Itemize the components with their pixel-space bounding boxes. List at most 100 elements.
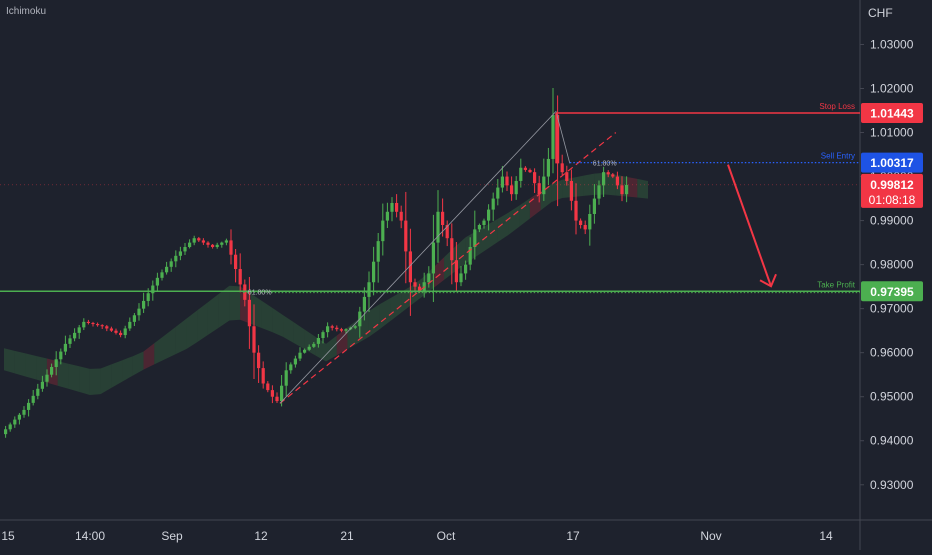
candle-body [247, 299, 251, 327]
sell-entry-label: Sell Entry [821, 152, 855, 161]
fib-anchor-line[interactable] [555, 111, 571, 164]
stop-loss-price-tag-bg [861, 103, 923, 124]
candle-body [321, 332, 325, 339]
candle-body [142, 300, 146, 309]
candle-body [505, 176, 509, 186]
candle-body [211, 244, 215, 248]
cloud-segment [132, 351, 144, 376]
take-profit-price-tag-bg [861, 281, 923, 302]
candle-body [372, 261, 376, 283]
cloud-segment [4, 348, 15, 374]
cloud-segment [68, 363, 80, 392]
cloud-segment [36, 355, 47, 383]
cloud-segment [218, 285, 230, 328]
candle-body [606, 172, 610, 175]
candle-body [261, 368, 265, 384]
candle-body [533, 172, 537, 184]
candle-body [13, 419, 17, 425]
candle-body [537, 183, 541, 195]
indicator-label[interactable]: Ichimoku [6, 6, 46, 17]
candle-body [326, 326, 330, 333]
candle-body [183, 247, 187, 252]
cloud-segment [261, 300, 273, 333]
cloud-segment [175, 318, 187, 355]
candle-body [464, 264, 468, 274]
candle-body [289, 364, 293, 371]
cloud-segment [272, 307, 284, 337]
candle-body [257, 352, 261, 369]
candle-body [468, 247, 472, 265]
candle-body [597, 185, 601, 199]
cloud-segment [304, 329, 316, 356]
candle-body [381, 220, 385, 242]
cloud-segment [14, 350, 26, 377]
candle-body [114, 330, 118, 333]
candle-body [4, 429, 8, 435]
trend-line[interactable] [279, 132, 617, 404]
candle-body [275, 396, 279, 402]
candle-body [178, 251, 182, 256]
candle-body [344, 329, 348, 331]
candle-body [220, 242, 224, 245]
candle-body [86, 321, 90, 323]
candle-body [418, 286, 422, 292]
candle-body [132, 315, 136, 322]
candle-body [579, 220, 583, 225]
plot-area[interactable] [0, 0, 860, 520]
candle-body [31, 395, 35, 403]
y-tick-label: 0.99000 [870, 214, 914, 228]
candle-body [234, 254, 238, 270]
candle-body [362, 296, 366, 312]
countdown-label: 01:08:18 [869, 193, 916, 207]
candle-body [284, 370, 288, 386]
candle-body [376, 241, 380, 262]
stop-loss-price-tag: 1.01443 [870, 107, 914, 121]
candle-body [238, 269, 242, 285]
candle-body [450, 238, 454, 261]
cloud-segment [605, 172, 616, 196]
candle-body [146, 293, 150, 301]
fib-anchor-line[interactable] [279, 111, 557, 404]
last-price-tag-bg [861, 173, 923, 208]
candle-body [335, 327, 339, 330]
x-tick-label: Nov [700, 529, 721, 543]
drawings: 61.80% 61.80% Stop Loss Sell Entry Take Prof… [0, 102, 860, 404]
candle-body [303, 349, 307, 353]
x-tick-label: 15 [1, 529, 15, 543]
cloud-segment [519, 198, 530, 227]
cloud-segment [368, 304, 380, 337]
candle-body [569, 180, 573, 201]
y-tick-label: 0.98000 [870, 258, 914, 272]
candle-body [77, 327, 81, 333]
cloud-segment [154, 335, 165, 365]
y-tick-label: 1.03000 [870, 37, 914, 51]
candle-body [82, 321, 86, 328]
price-axis-panel[interactable] [860, 0, 932, 550]
candle-body [339, 329, 343, 331]
sell-entry-price-tag-bg [861, 152, 923, 173]
candle-body [243, 284, 247, 300]
x-tick-label: 17 [566, 529, 580, 543]
candle-body [50, 366, 54, 375]
candle-body [215, 244, 219, 248]
x-tick-label: 14 [819, 529, 833, 543]
candle-body [523, 167, 527, 170]
candle-body [160, 272, 164, 278]
candle-body [96, 324, 100, 326]
candle-body [482, 220, 486, 225]
candle-body [330, 326, 334, 328]
candle-body [542, 176, 546, 195]
y-axis-title: CHF [868, 6, 893, 20]
forecast-arrow[interactable] [727, 164, 772, 287]
candle-body [137, 308, 141, 316]
candle-body [615, 176, 619, 186]
forecast-arrowhead[interactable] [759, 273, 777, 288]
cloud-segment [207, 293, 219, 335]
candle-body [546, 158, 550, 177]
candle-body [445, 224, 449, 239]
candle-body [206, 242, 210, 245]
cloud-segment [476, 224, 487, 257]
candle-body [109, 328, 113, 331]
candle-body [390, 202, 394, 212]
